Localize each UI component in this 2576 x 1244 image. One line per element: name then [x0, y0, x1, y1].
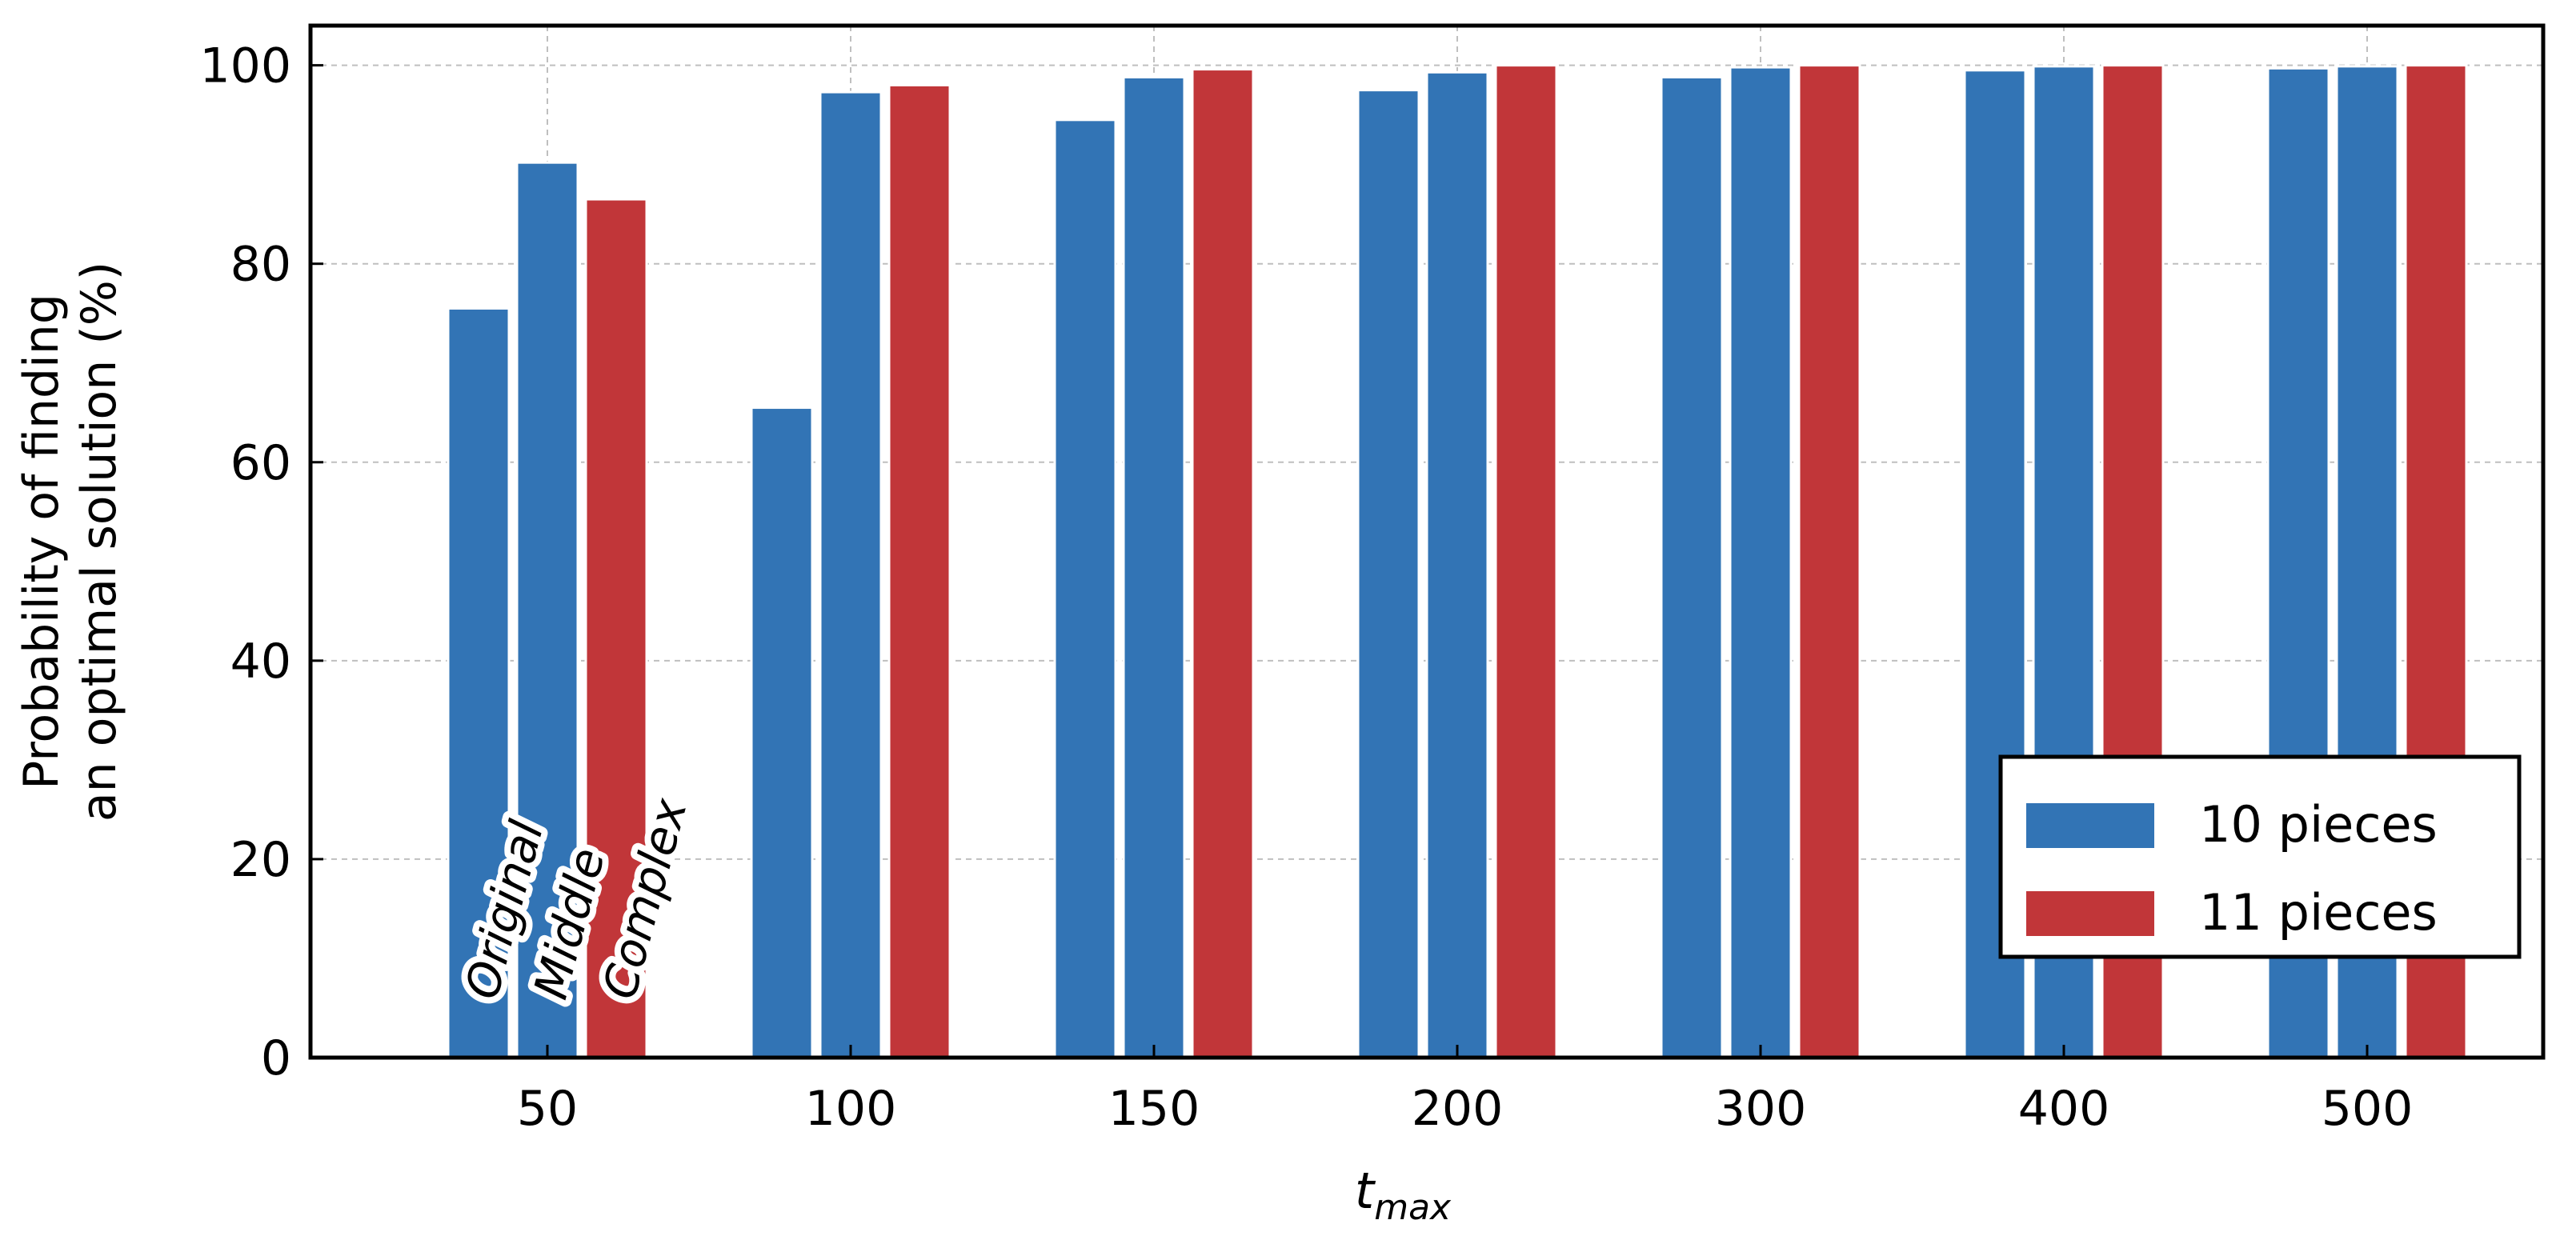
x-axis-label: tmax	[1355, 1162, 1452, 1228]
x-tick-label: 500	[2322, 1081, 2414, 1137]
y-tick-label: 20	[230, 832, 291, 888]
x-tick-label: 300	[1715, 1081, 1807, 1137]
y-tick-label: 0	[261, 1030, 291, 1086]
bar-complex-150	[1191, 68, 1255, 1059]
legend-label: 10 pieces	[2199, 795, 2438, 854]
x-tick-label: 200	[1412, 1081, 1504, 1137]
bar-original-150	[1053, 118, 1117, 1059]
bar-original-200	[1356, 89, 1420, 1059]
y-axis-label: Probability of findingan optimal solutio…	[14, 262, 127, 822]
bars	[447, 64, 2468, 1059]
bar-middle-200	[1425, 70, 1489, 1059]
legend-swatch	[2026, 803, 2154, 848]
x-tick-label: 50	[517, 1081, 578, 1137]
legend-swatch	[2026, 891, 2154, 936]
plot-frame	[308, 23, 2546, 1060]
bar-complex-300	[1797, 64, 1861, 1059]
y-tick-label: 40	[230, 634, 291, 690]
bar-middle-300	[1729, 66, 1793, 1059]
y-tick-label: 80	[230, 237, 291, 293]
bar-original-300	[1660, 76, 1724, 1059]
bar-complex-200	[1494, 64, 1558, 1059]
bar-complex-100	[887, 83, 951, 1059]
legend-label: 11 pieces	[2199, 883, 2438, 942]
bar-original-100	[750, 406, 814, 1059]
x-tick-label: 150	[1108, 1081, 1200, 1137]
y-tick-label: 100	[199, 38, 291, 94]
x-tick-label: 100	[805, 1081, 897, 1137]
y-tick-label: 60	[230, 435, 291, 491]
bar-complex-50	[584, 198, 648, 1059]
bar-middle-150	[1122, 76, 1186, 1059]
bar-original-50	[447, 307, 511, 1059]
axes: 0 20 40 60 80 100 50 100 150 200 300 400 500 tmax Prob…	[14, 23, 2546, 1228]
legend: 10 pieces 11 pieces	[1998, 754, 2522, 959]
bar-middle-100	[819, 90, 883, 1059]
bar-middle-50	[515, 161, 579, 1059]
x-tick-label: 400	[2018, 1081, 2110, 1137]
